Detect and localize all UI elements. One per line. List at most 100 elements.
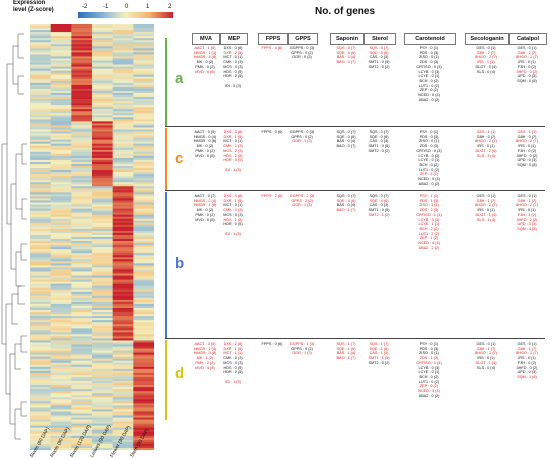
- heatmap-cell: [92, 186, 113, 189]
- heatmap-cell: [30, 52, 51, 55]
- heatmap-cell: [50, 210, 72, 213]
- heatmap-cell: [30, 269, 51, 272]
- heatmap-cell: [71, 389, 93, 392]
- heatmap-cell: [71, 143, 93, 147]
- heatmap-cell: [133, 202, 154, 205]
- heatmap-cell: [112, 204, 134, 207]
- heatmap-cell: [112, 36, 134, 39]
- gene-count: GGR : 1 (3): [292, 351, 312, 356]
- gene-count: HMGR : 4 (8): [193, 55, 217, 60]
- gene-count: ZEP : 1 (2): [419, 172, 439, 177]
- heatmap-cell: [30, 153, 51, 157]
- heatmap-cell: [71, 190, 93, 193]
- heatmap-cell: [133, 42, 154, 45]
- heatmap-cell: [92, 352, 113, 355]
- heatmap-cell: [92, 62, 113, 65]
- heatmap-cell: [92, 99, 113, 102]
- heatmap-cell: [133, 149, 154, 153]
- heatmap-cell: [133, 421, 154, 424]
- heatmap-cell: [92, 285, 113, 289]
- heatmap-cell: [133, 101, 154, 104]
- heatmap-cell: [133, 239, 154, 242]
- gene-count: LCYE : 1 (1): [418, 222, 440, 227]
- heatmap-cell: [30, 178, 51, 181]
- heatmap-cell: [92, 151, 113, 155]
- heatmap-cell: [30, 105, 51, 108]
- heatmap-cell: [30, 111, 51, 114]
- heatmap-cell: [50, 166, 72, 169]
- heatmap-cell: [71, 279, 93, 282]
- heatmap-cell: [133, 374, 154, 378]
- heatmap-cell: [92, 393, 113, 396]
- heatmap-cell: [133, 401, 154, 404]
- gene-count: LCYB : 3 (3): [418, 217, 440, 222]
- heatmap-cell: [71, 216, 93, 220]
- heatmap-cell: [30, 275, 51, 278]
- heatmap-cell: [71, 60, 93, 63]
- heatmap-cell: [92, 131, 113, 134]
- heatmap-cell: [71, 133, 93, 136]
- heatmap-cell: [133, 251, 154, 254]
- heatmap-cell: [112, 143, 134, 147]
- heatmap-cell: [30, 299, 51, 303]
- gene-count: PMK : 0 (2): [195, 148, 215, 153]
- heatmap-cell: [112, 247, 134, 250]
- heatmap-cell: [50, 265, 72, 268]
- heatmap-cell: [133, 356, 154, 360]
- heatmap-cell: [30, 145, 51, 149]
- heatmap-cell: [112, 206, 134, 209]
- heatmap-cell: [112, 176, 134, 179]
- heatmap-cell: [71, 251, 93, 254]
- heatmap-cell: [133, 86, 154, 90]
- heatmap-cell: [112, 82, 134, 86]
- heatmap-cell: [133, 176, 154, 179]
- heatmap-cell: [133, 36, 154, 39]
- heatmap-cell: [112, 389, 134, 392]
- heatmap-cell: [92, 170, 113, 173]
- heatmap-cell: [92, 188, 113, 191]
- gene-column: DXS : 0 (8) DXR : 2 (5) MCT : 0 (1) CMK : 0…: [220, 46, 246, 88]
- heatmap-cell: [133, 279, 154, 282]
- heatmap-cell: [112, 74, 134, 78]
- heatmap-cell: [112, 109, 134, 112]
- heatmap-cell: [71, 261, 93, 264]
- gene-column: SQS : 5 (7) SQE : 5 (6) BAS : 3 (4) BAO : 4…: [330, 46, 362, 65]
- heatmap-cell: [50, 364, 72, 368]
- heatmap-cell: [30, 34, 51, 37]
- heatmap-cell: [30, 366, 51, 370]
- heatmap-cell: [50, 346, 72, 349]
- heatmap-cell: [92, 24, 113, 27]
- legend-tick: -2: [82, 4, 88, 10]
- heatmap-cell: [71, 308, 93, 311]
- heatmap-cell: [112, 121, 134, 124]
- heatmap-cell: [71, 417, 93, 420]
- gene-column: GGPPS : 1 (3) GPPS : 0 (2) GGR : 1 (3): [288, 342, 316, 356]
- gene-count: GGPPS : 1 (3): [289, 342, 315, 346]
- heatmap-cell: [50, 237, 72, 240]
- gene-count: PMK : 0 (2): [195, 212, 215, 217]
- heatmap-cell: [50, 174, 72, 177]
- heatmap-cell: [50, 54, 72, 57]
- heatmap-cell: [71, 214, 93, 218]
- heatmap-cell: [92, 208, 113, 211]
- heatmap-cell: [92, 269, 113, 272]
- heatmap-cell: [50, 176, 72, 179]
- gene-count: LCYB : 0 (3): [418, 153, 440, 158]
- heatmap-cell: [50, 117, 72, 120]
- gene-count: SMT2 : 1 (2): [368, 212, 390, 217]
- heatmap-cell: [133, 423, 154, 426]
- gene-count: PSY : 1 (1): [419, 194, 439, 198]
- heatmap-cell: [92, 97, 113, 100]
- heatmap-cell: [92, 88, 113, 92]
- heatmap-cell: [92, 125, 113, 128]
- heatmap-cell: [112, 170, 134, 173]
- heatmap-cell: [112, 269, 134, 272]
- heatmap-cell: [112, 131, 134, 134]
- heatmap-cell: [50, 344, 72, 347]
- heatmap-cell: [71, 293, 93, 297]
- heatmap-cell: [71, 147, 93, 151]
- gene-count: BAS : 3 (4): [336, 55, 356, 60]
- heatmap-cell: [92, 76, 113, 80]
- heatmap-cell: [71, 198, 93, 201]
- heatmap-cell: [50, 190, 72, 193]
